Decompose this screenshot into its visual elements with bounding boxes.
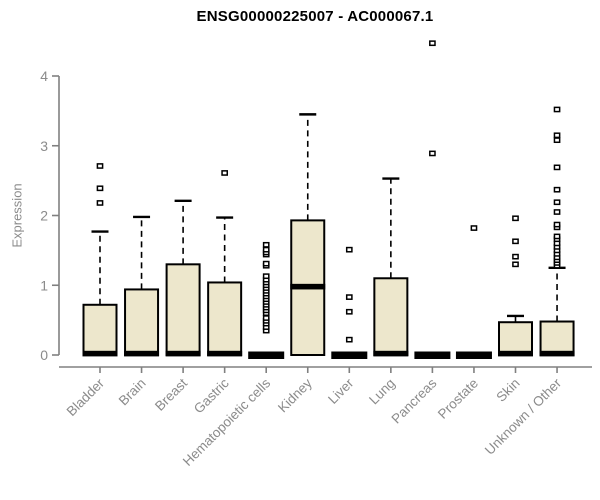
outlier-point (553, 137, 561, 144)
outlier-point (512, 261, 519, 268)
x-tick-label-kidney: Kidney (275, 375, 315, 415)
outlier-point (262, 246, 270, 253)
box (539, 320, 575, 356)
box-group-lung (373, 177, 409, 357)
median-line (498, 350, 533, 357)
x-tick-label-lung: Lung (366, 376, 398, 408)
outlier-point (553, 209, 561, 215)
outlier-point (512, 253, 519, 260)
box-group-skin (498, 215, 533, 357)
outlier-point (96, 185, 104, 192)
box (82, 303, 118, 356)
box-group-brain (124, 215, 160, 357)
outlier-point (512, 238, 519, 245)
y-tick-label: 0 (40, 347, 48, 363)
x-tick-label-skin: Skin (493, 376, 522, 405)
outlier-point (553, 164, 561, 171)
outlier-point (96, 200, 104, 206)
outlier-point (345, 308, 353, 315)
box-group-breast (165, 199, 201, 357)
x-tick-label-breast: Breast (152, 375, 190, 413)
median-line (207, 350, 243, 357)
y-tick-label: 4 (40, 68, 48, 84)
outlier-point (262, 241, 270, 248)
outlier-point (345, 294, 353, 300)
outlier-point (345, 336, 353, 343)
outlier-point (553, 233, 561, 240)
outlier-point (553, 106, 561, 113)
box (124, 288, 160, 356)
outlier-point (553, 221, 561, 228)
box-group-liver (331, 246, 368, 359)
outlier-point (553, 199, 561, 206)
box-group-gastric (207, 170, 243, 357)
x-tick-label-pancreas: Pancreas (389, 375, 440, 426)
chart-title: ENSG00000225007 - AC000067.1 (196, 8, 434, 25)
box-group-kidney (290, 113, 326, 356)
y-tick-label: 1 (40, 277, 48, 293)
box (207, 281, 243, 356)
outlier-point (429, 40, 436, 47)
y-axis: 0 1 2 3 4 (40, 68, 60, 363)
outlier-point (470, 225, 478, 231)
y-tick-label: 2 (40, 208, 48, 224)
outlier-point (553, 132, 561, 139)
median-line (124, 350, 160, 357)
median-line (82, 350, 118, 357)
box-group-bladder (82, 163, 118, 357)
box (373, 277, 409, 356)
collapsed-box (414, 351, 451, 359)
y-tick-label: 3 (40, 138, 48, 154)
median-line (539, 350, 575, 357)
outlier-point (262, 273, 270, 280)
collapsed-box (455, 351, 492, 359)
x-tick-label-bladder: Bladder (64, 375, 108, 419)
outlier-point (221, 170, 229, 176)
box-group-unknown-other (539, 106, 575, 357)
box (165, 263, 201, 357)
outlier-point (345, 246, 353, 253)
x-tick-label-gastric: Gastric (191, 375, 232, 416)
box-group-prostate (455, 225, 492, 359)
median-line (373, 350, 409, 357)
collapsed-box (331, 351, 368, 359)
outlier-point (96, 163, 104, 169)
box-group-hematopoietic-cells (248, 241, 285, 359)
x-tick-label-brain: Brain (116, 376, 149, 409)
median-line (165, 350, 201, 357)
collapsed-box (248, 351, 285, 359)
outlier-point (262, 315, 270, 321)
x-tick-label-liver: Liver (325, 375, 357, 407)
outlier-point (429, 150, 436, 157)
outlier-point (553, 186, 561, 193)
box-group-pancreas (414, 40, 451, 359)
x-tick-label-unknown-other: Unknown / Other (482, 375, 565, 458)
outlier-point (262, 260, 270, 267)
box (498, 321, 533, 356)
outlier-point (512, 215, 519, 222)
y-axis-label: Expression (9, 183, 25, 248)
median-line (290, 283, 326, 290)
x-tick-label-prostate: Prostate (435, 376, 481, 422)
